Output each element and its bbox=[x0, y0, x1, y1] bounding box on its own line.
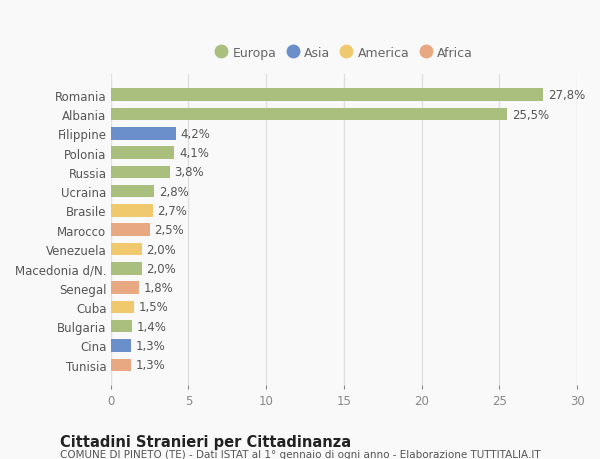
Legend: Europa, Asia, America, Africa: Europa, Asia, America, Africa bbox=[215, 47, 473, 60]
Text: 1,3%: 1,3% bbox=[136, 339, 165, 352]
Text: COMUNE DI PINETO (TE) - Dati ISTAT al 1° gennaio di ogni anno - Elaborazione TUT: COMUNE DI PINETO (TE) - Dati ISTAT al 1°… bbox=[60, 449, 541, 459]
Bar bbox=[110, 147, 175, 160]
Text: Cittadini Stranieri per Cittadinanza: Cittadini Stranieri per Cittadinanza bbox=[60, 434, 351, 449]
Text: 2,8%: 2,8% bbox=[159, 185, 188, 198]
Bar bbox=[110, 301, 134, 313]
Text: 1,8%: 1,8% bbox=[143, 281, 173, 295]
Text: 2,5%: 2,5% bbox=[154, 224, 184, 237]
Bar bbox=[110, 166, 170, 179]
Bar bbox=[110, 128, 176, 140]
Text: 1,3%: 1,3% bbox=[136, 358, 165, 371]
Text: 2,0%: 2,0% bbox=[146, 262, 176, 275]
Bar bbox=[110, 263, 142, 275]
Text: 1,4%: 1,4% bbox=[137, 320, 167, 333]
Bar bbox=[110, 320, 133, 333]
Text: 25,5%: 25,5% bbox=[512, 108, 549, 121]
Text: 27,8%: 27,8% bbox=[548, 89, 585, 102]
Bar bbox=[110, 205, 152, 217]
Text: 4,1%: 4,1% bbox=[179, 147, 209, 160]
Bar bbox=[110, 185, 154, 198]
Bar bbox=[110, 108, 507, 121]
Bar bbox=[110, 243, 142, 256]
Bar bbox=[110, 359, 131, 371]
Text: 1,5%: 1,5% bbox=[139, 301, 169, 313]
Text: 4,2%: 4,2% bbox=[181, 128, 211, 140]
Bar bbox=[110, 282, 139, 294]
Bar bbox=[110, 224, 149, 236]
Text: 2,7%: 2,7% bbox=[157, 205, 187, 218]
Bar bbox=[110, 89, 543, 102]
Bar bbox=[110, 340, 131, 352]
Text: 3,8%: 3,8% bbox=[175, 166, 204, 179]
Text: 2,0%: 2,0% bbox=[146, 243, 176, 256]
